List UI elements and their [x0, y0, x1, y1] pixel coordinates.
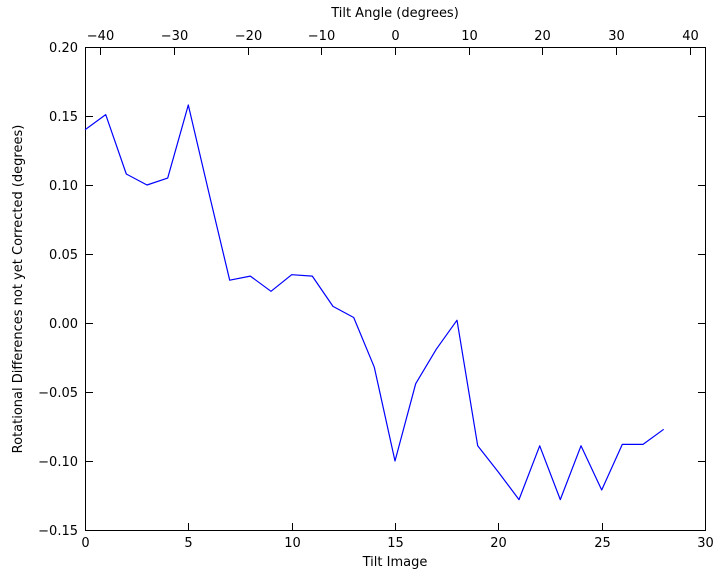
x-tick-label: 5 — [184, 536, 192, 551]
plot-area — [85, 47, 706, 531]
y-axis-title: Rotational Differences not yet Corrected… — [11, 124, 26, 454]
y-tick-label: −0.15 — [38, 524, 78, 539]
top-tick-label: 0 — [391, 29, 399, 44]
top-tick-label: −20 — [235, 29, 262, 44]
x-tick-label: 20 — [490, 536, 507, 551]
top-axis-title: Tilt Angle (degrees) — [331, 6, 459, 21]
x-tick-label: 10 — [284, 536, 301, 551]
top-tick-label: −30 — [161, 29, 188, 44]
y-tick-label: −0.10 — [38, 455, 78, 470]
x-tick-label: 30 — [697, 536, 714, 551]
y-tick-label: 0.20 — [49, 41, 78, 56]
x-tick-label: 15 — [387, 536, 404, 551]
top-tick-label: 40 — [682, 29, 699, 44]
bottom-axis-title: Tilt Image — [362, 555, 428, 570]
data-line — [84, 104, 665, 501]
y-tick-label: 0.05 — [49, 248, 78, 263]
y-tick-label: 0.10 — [49, 179, 78, 194]
top-tick-label: 20 — [534, 29, 551, 44]
x-tick-label: 25 — [594, 536, 611, 551]
top-tick-label: 30 — [608, 29, 625, 44]
top-tick-label: −10 — [308, 29, 335, 44]
y-tick-label: −0.05 — [38, 386, 78, 401]
top-tick-label: 10 — [461, 29, 478, 44]
y-tick-label: 0.00 — [49, 317, 78, 332]
y-tick-label: 0.15 — [49, 110, 78, 125]
x-tick-label: 0 — [81, 536, 89, 551]
top-tick-label: −40 — [87, 29, 114, 44]
